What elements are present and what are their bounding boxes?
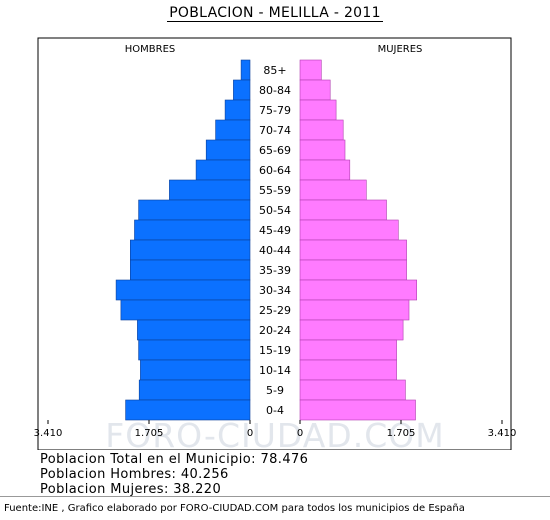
bar-hombres-10-14: [140, 359, 251, 381]
axis-ticks-group: 3.410 1.705 0 0 1.705 3.410: [34, 420, 517, 439]
bar-hombres-75-79: [224, 99, 251, 121]
watermark: FORO-CIUDAD.COM: [105, 416, 444, 450]
bar-mujeres-80-84: [299, 79, 331, 101]
age-labels-group: 85+ 80-84 75-79 70-74 65-69 60-64 55-59 50-54 45…: [259, 64, 291, 417]
age-label-5-9: 5-9: [266, 384, 284, 397]
bar-mujeres-75-79: [299, 99, 337, 121]
age-label-25-29: 25-29: [259, 304, 291, 317]
age-label-20-24: 20-24: [259, 324, 291, 337]
population-pyramid-chart: FORO-CIUDAD.COM HOMBRES MUJERES 85+ 80-84…: [34, 37, 517, 450]
bar-mujeres-0-4: [299, 399, 416, 421]
stat-hombres: Poblacion Hombres: 40.256: [40, 467, 229, 482]
bar-mujeres-65-69: [299, 139, 346, 161]
bar-hombres-85+: [240, 59, 251, 81]
bar-hombres-25-29: [120, 299, 251, 321]
bar-mujeres-70-74: [299, 119, 344, 141]
chart-title: POBLACION - MELILLA - 2011: [0, 5, 550, 22]
right-column-header: MUJERES: [378, 44, 423, 55]
bar-hombres-20-24: [137, 319, 251, 341]
age-label-80-84: 80-84: [259, 84, 291, 97]
tick-label-left-2: 0: [247, 428, 253, 439]
bar-mujeres-60-64: [299, 159, 351, 181]
bar-mujeres-40-44: [299, 239, 407, 261]
age-label-30-34: 30-34: [259, 284, 291, 297]
bar-mujeres-30-34: [299, 279, 417, 301]
stat-mujeres: Poblacion Mujeres: 38.220: [40, 482, 222, 497]
age-label-65-69: 65-69: [259, 144, 291, 157]
age-label-10-14: 10-14: [259, 364, 291, 377]
bar-mujeres-55-59: [299, 179, 367, 201]
bars-group: [115, 59, 417, 421]
bar-mujeres-45-49: [299, 219, 399, 241]
stat-total: Poblacion Total en el Municipio: 78.476: [40, 452, 309, 467]
left-column-header: HOMBRES: [125, 44, 176, 55]
tick-label-right-0: 0: [297, 428, 303, 439]
age-label-75-79: 75-79: [259, 104, 291, 117]
tick-label-left-1: 1.705: [135, 428, 164, 439]
bar-hombres-80-84: [233, 79, 251, 101]
age-label-60-64: 60-64: [259, 164, 291, 177]
bar-mujeres-15-19: [299, 339, 397, 361]
bar-mujeres-85+: [299, 59, 322, 81]
age-label-40-44: 40-44: [259, 244, 291, 257]
age-label-70-74: 70-74: [259, 124, 291, 137]
tick-label-left-0: 3.410: [34, 428, 63, 439]
bar-mujeres-20-24: [299, 319, 404, 341]
bar-mujeres-10-14: [299, 359, 397, 381]
bar-hombres-35-39: [130, 259, 251, 281]
bar-mujeres-25-29: [299, 299, 410, 321]
tick-label-right-2: 3.410: [488, 428, 517, 439]
bar-mujeres-50-54: [299, 199, 387, 221]
bar-mujeres-5-9: [299, 379, 406, 401]
bar-hombres-50-54: [138, 199, 251, 221]
chart-title-text: POBLACION - MELILLA - 2011: [167, 5, 383, 22]
bar-hombres-0-4: [125, 399, 251, 421]
bar-hombres-65-69: [205, 139, 251, 161]
bar-hombres-55-59: [169, 179, 251, 201]
bar-hombres-40-44: [130, 239, 251, 261]
bar-hombres-15-19: [138, 339, 251, 361]
bar-mujeres-35-39: [299, 259, 407, 281]
bar-hombres-45-49: [134, 219, 251, 241]
age-label-0-4: 0-4: [266, 404, 284, 417]
bar-hombres-70-74: [215, 119, 251, 141]
plot-frame: [37, 37, 512, 450]
age-label-50-54: 50-54: [259, 204, 291, 217]
bar-hombres-30-34: [115, 279, 251, 301]
age-label-85+: 85+: [263, 64, 286, 77]
age-label-35-39: 35-39: [259, 264, 291, 277]
age-label-45-49: 45-49: [259, 224, 291, 237]
population-stats: Poblacion Total en el Municipio: 78.476 …: [40, 452, 308, 497]
age-label-15-19: 15-19: [259, 344, 291, 357]
bar-hombres-5-9: [138, 379, 251, 401]
age-label-55-59: 55-59: [259, 184, 291, 197]
bar-hombres-60-64: [195, 159, 251, 181]
tick-label-right-1: 1.705: [387, 428, 416, 439]
source-footer: Fuente:INE , Grafico elaborado por FORO-…: [0, 496, 550, 514]
